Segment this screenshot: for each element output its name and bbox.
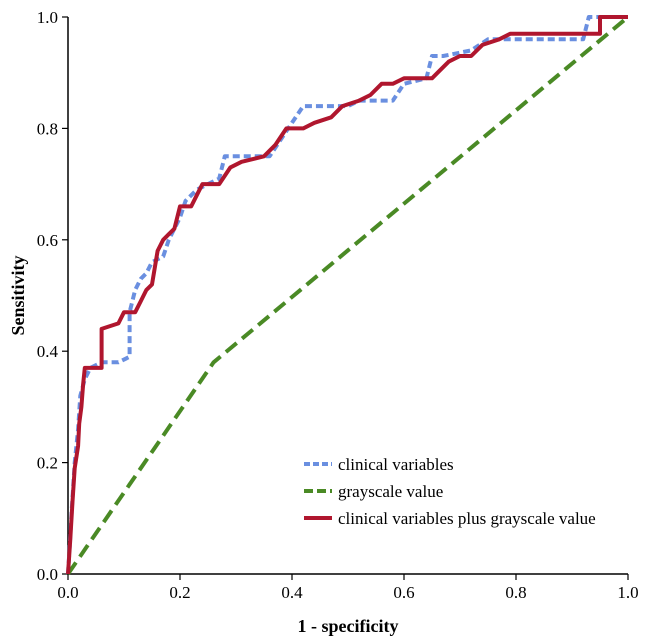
x-axis-title: 1 - specificity [298, 616, 399, 636]
y-tick-label: 0.0 [37, 565, 58, 584]
x-ticks: 0.0 0.2 0.4 0.6 0.8 1.0 [57, 574, 639, 602]
y-ticks: 0.0 0.2 0.4 0.6 0.8 1.0 [37, 8, 68, 584]
axes [67, 17, 628, 575]
series-line-2 [66, 15, 630, 576]
x-tick-label: 0.8 [505, 583, 526, 602]
y-tick-label: 1.0 [37, 8, 58, 27]
y-axis-title: Sensitivity [8, 255, 28, 335]
legend: clinical variables grayscale value clinica… [304, 455, 596, 528]
x-tick-label: 0.2 [169, 583, 190, 602]
x-tick-label: 1.0 [617, 583, 638, 602]
legend-label: clinical variables plus grayscale value [338, 509, 596, 528]
y-tick-label: 0.8 [37, 119, 58, 138]
legend-label: grayscale value [338, 482, 443, 501]
x-tick-label: 0.0 [57, 583, 78, 602]
y-tick-label: 0.2 [37, 454, 58, 473]
legend-label: clinical variables [338, 455, 454, 474]
series-lines [66, 15, 630, 576]
x-tick-label: 0.4 [281, 583, 303, 602]
x-tick-label: 0.6 [393, 583, 414, 602]
y-tick-label: 0.4 [37, 342, 59, 361]
series-line-3 [66, 15, 628, 575]
y-tick-label: 0.6 [37, 231, 58, 250]
